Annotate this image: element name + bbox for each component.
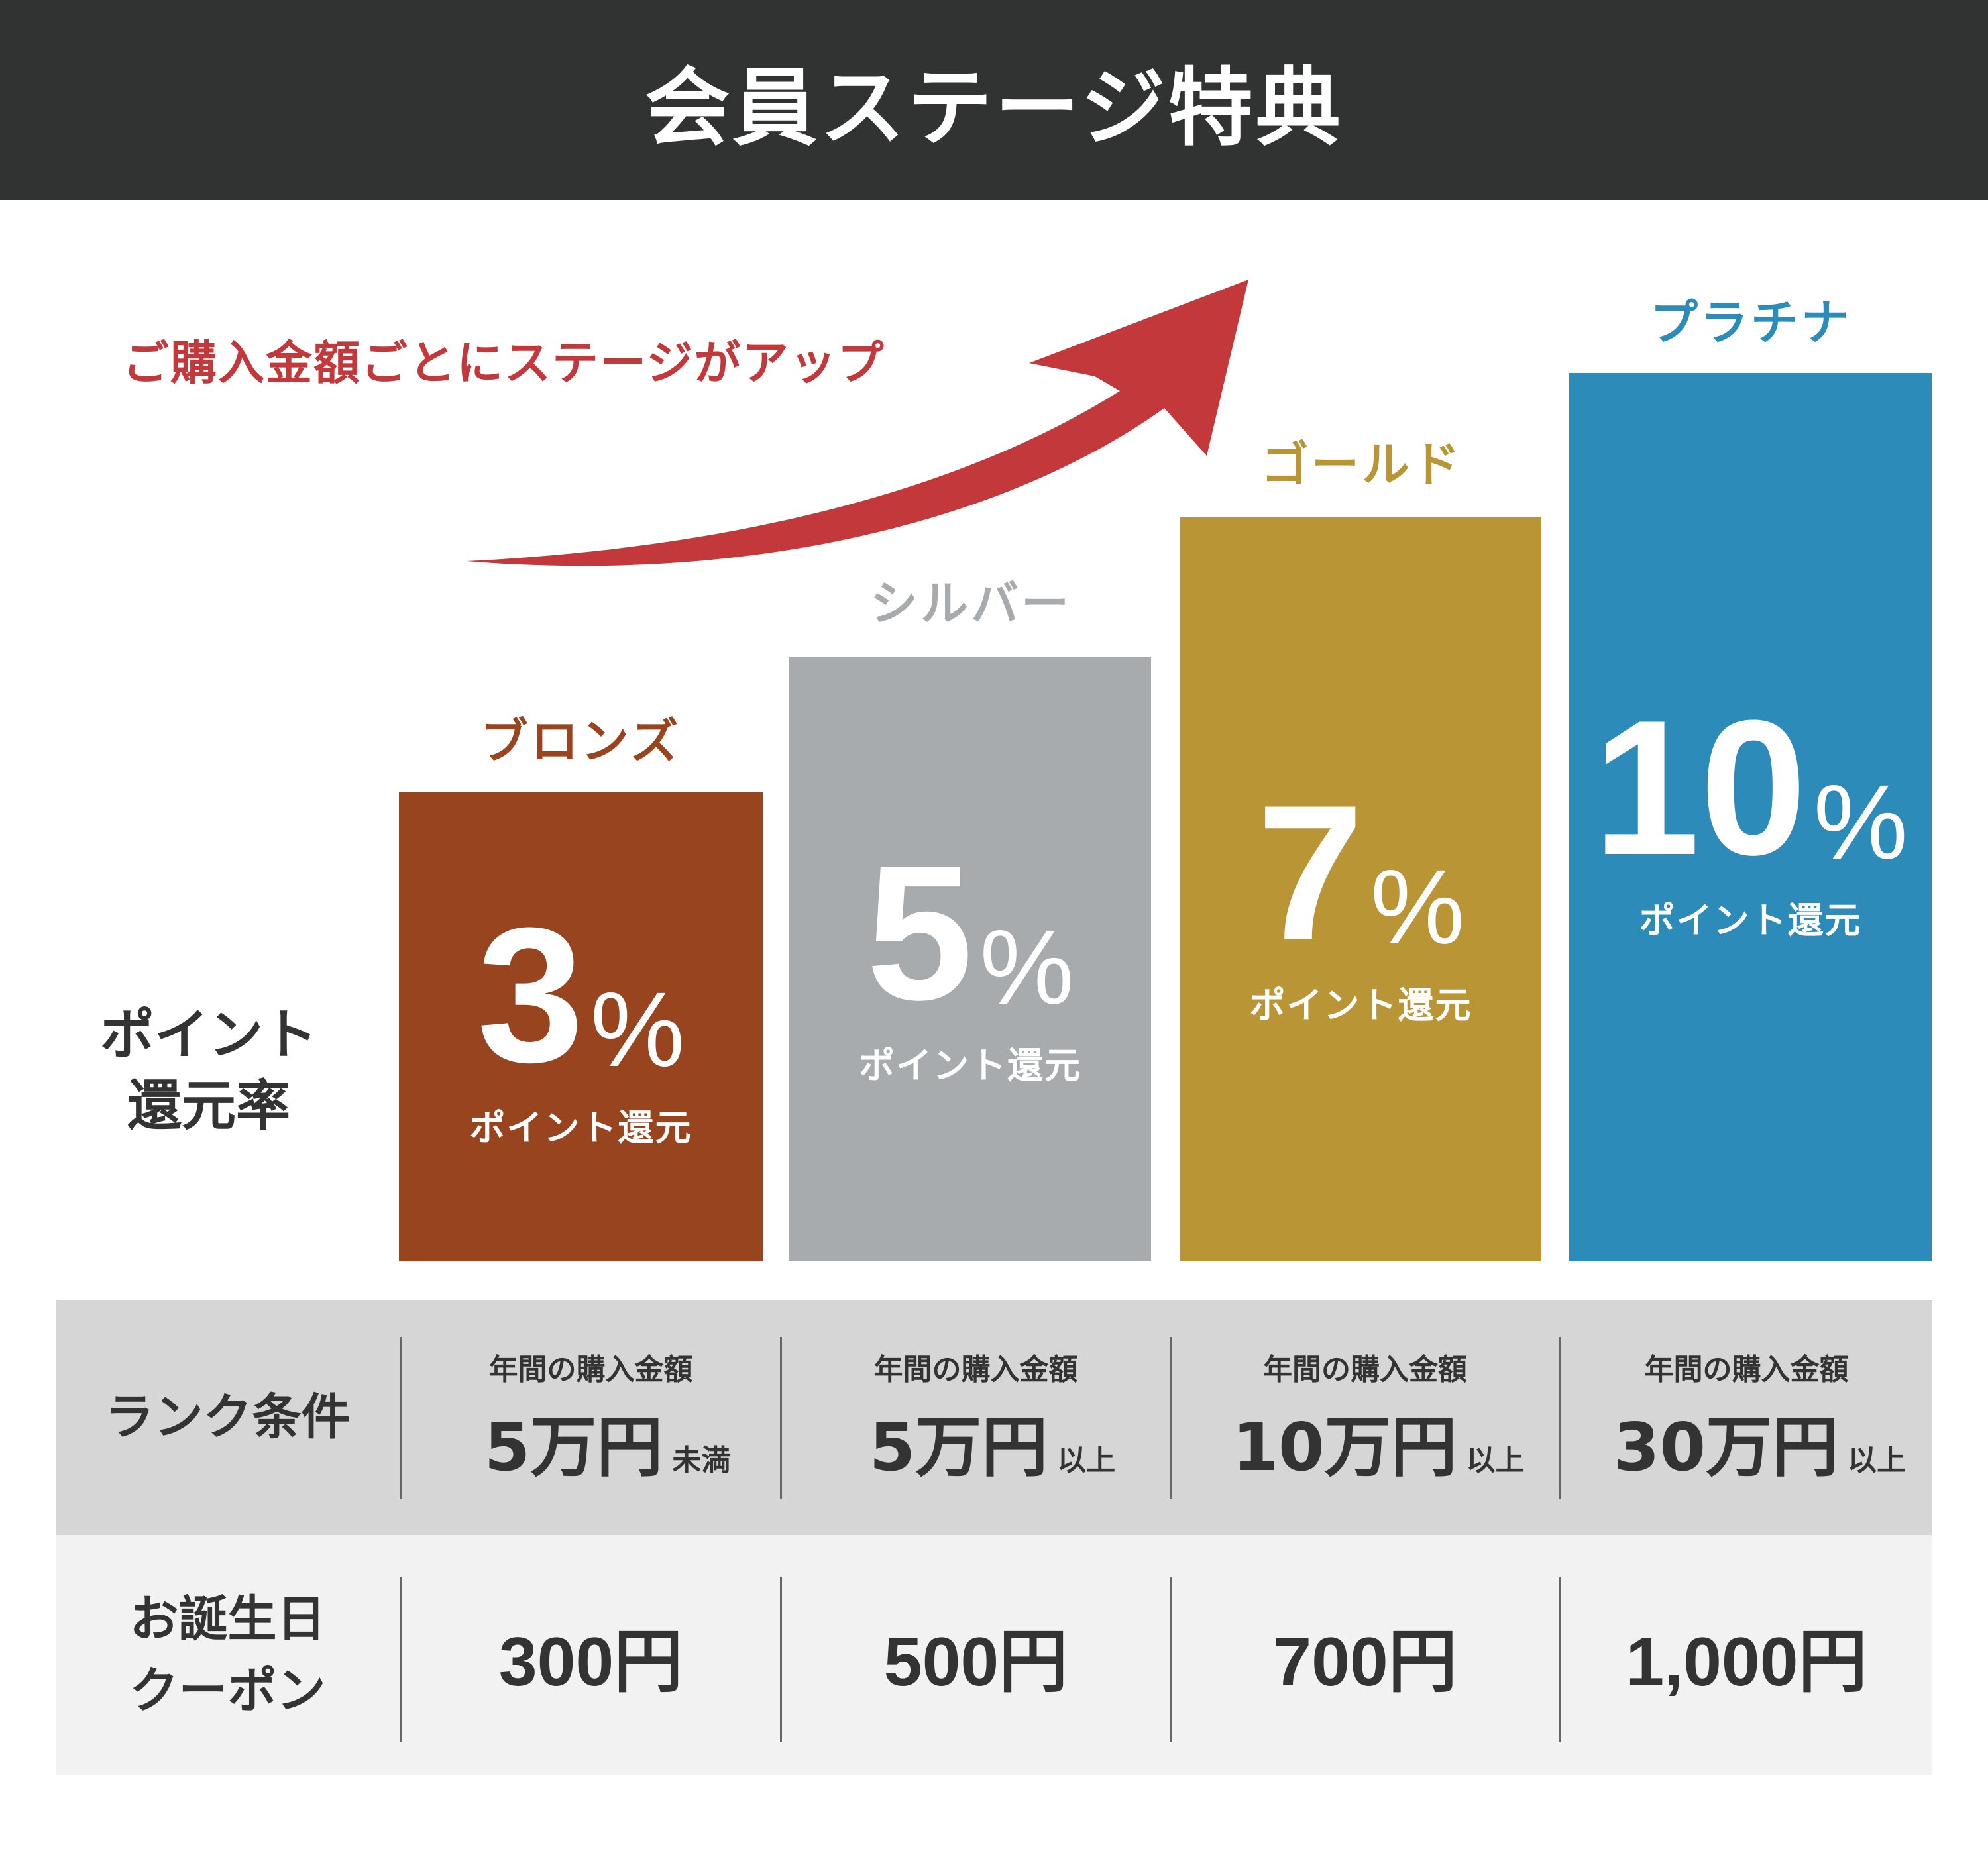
column-divider	[1559, 1577, 1561, 1742]
coupon-cell-platinum: 1,000円	[1561, 1535, 1932, 1776]
amount-value: 10万円	[1232, 1408, 1457, 1486]
bar-silver: 5 % ポイント還元	[789, 657, 1151, 1261]
amount-qualifier: 以上	[1848, 1444, 1906, 1477]
percent-sign: %	[590, 970, 685, 1088]
column-divider	[400, 1337, 402, 1499]
rate-caption: ポイント還元	[859, 1045, 1081, 1086]
rate-value: 5 %	[866, 825, 1074, 1040]
amount-value: 30万円	[1613, 1408, 1839, 1486]
column-divider	[1559, 1337, 1561, 1499]
rate-number: 5	[866, 825, 973, 1040]
condition-caption: 年間の購入金額	[488, 1353, 693, 1387]
coupon-label-line2: クーポン	[129, 1662, 326, 1719]
coupon-value: 1,000円	[1626, 1624, 1867, 1701]
birthday-coupon-label: お誕生日 クーポン	[56, 1535, 400, 1776]
coupon-value: 500円	[883, 1624, 1068, 1701]
rate-caption: ポイント還元	[1639, 900, 1862, 941]
stage-label-gold: ゴールド	[1260, 437, 1463, 492]
condition-cell-platinum: 年間の購入金額 30万円 以上	[1561, 1300, 1932, 1535]
amount-qualifier: 以上	[1057, 1444, 1116, 1477]
rank-condition-row: ランク条件 年間の購入金額 5万円 未満 年間の購入金額 5万円 以上 年間の購…	[56, 1300, 1932, 1535]
birthday-coupon-row: お誕生日 クーポン 300円 500円 700円 1,000円	[56, 1535, 1932, 1776]
rate-number: 10	[1593, 680, 1807, 895]
header-banner: 会員ステージ特典	[0, 0, 1988, 200]
condition-caption: 年間の購入金額	[1263, 1353, 1467, 1387]
stage-label-bronze: ブロンズ	[480, 714, 681, 769]
condition-caption: 年間の購入金額	[873, 1353, 1078, 1387]
condition-cell-silver: 年間の購入金額 5万円 以上	[782, 1300, 1170, 1535]
condition-amount: 10万円 以上	[1232, 1393, 1524, 1489]
percent-sign: %	[979, 908, 1074, 1026]
coupon-cell-bronze: 300円	[402, 1535, 780, 1776]
amount-value: 5万円	[484, 1408, 663, 1486]
page-title: 会員ステージ特典	[645, 58, 1343, 158]
condition-cell-gold: 年間の購入金額 10万円 以上	[1172, 1300, 1559, 1535]
column-divider	[780, 1577, 782, 1742]
amount-qualifier: 以上	[1466, 1444, 1525, 1477]
point-rate-label: ポイント 還元率	[86, 1000, 331, 1141]
stage-label-platinum: プラチナ	[1649, 295, 1851, 350]
rate-value: 10 %	[1593, 680, 1908, 895]
point-rate-label-line2: 還元率	[127, 1074, 290, 1138]
column-divider	[1170, 1337, 1172, 1499]
upward-arrow-icon	[467, 280, 1248, 566]
column-divider	[1170, 1577, 1172, 1742]
coupon-label-line1: お誕生日	[129, 1591, 326, 1648]
rate-caption: ポイント還元	[1249, 984, 1472, 1026]
condition-amount: 5万円 未満	[484, 1393, 731, 1489]
column-divider	[780, 1337, 782, 1499]
rate-value: 7 %	[1256, 765, 1465, 980]
percent-sign: %	[1813, 763, 1908, 881]
condition-amount: 5万円 以上	[869, 1393, 1116, 1489]
bar-platinum: 10 % ポイント還元	[1569, 373, 1932, 1261]
stage-label-silver: シルバー	[869, 576, 1072, 631]
amount-qualifier: 未満	[672, 1444, 731, 1477]
rate-caption: ポイント還元	[469, 1107, 692, 1149]
column-divider	[400, 1577, 402, 1742]
bar-bronze: 3 % ポイント還元	[399, 792, 763, 1261]
bar-gold: 7 % ポイント還元	[1180, 517, 1541, 1261]
coupon-value: 300円	[498, 1624, 683, 1701]
coupon-cell-silver: 500円	[782, 1535, 1170, 1776]
condition-cell-bronze: 年間の購入金額 5万円 未満	[402, 1300, 780, 1535]
rate-value: 3 %	[476, 888, 685, 1102]
amount-value: 5万円	[869, 1408, 1048, 1486]
condition-amount: 30万円 以上	[1614, 1393, 1906, 1489]
rank-condition-label: ランク条件	[105, 1388, 351, 1446]
coupon-value: 700円	[1273, 1624, 1457, 1701]
point-rate-label-line1: ポイント	[99, 1004, 317, 1067]
rate-number: 7	[1256, 765, 1364, 980]
coupon-cell-gold: 700円	[1172, 1535, 1559, 1776]
stage-up-tagline: ご購入金額ごとにステージがアップ	[123, 336, 885, 390]
condition-caption: 年間の購入金額	[1644, 1353, 1849, 1387]
rate-number: 3	[476, 888, 584, 1102]
percent-sign: %	[1370, 847, 1465, 966]
